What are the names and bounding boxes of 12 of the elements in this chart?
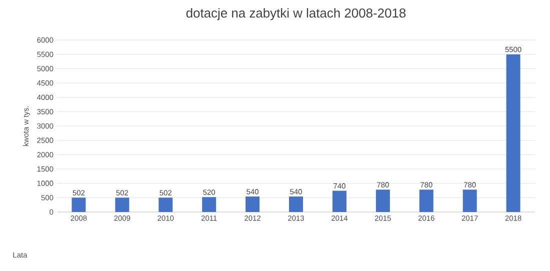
bar [332, 190, 346, 212]
bar [289, 196, 304, 212]
bar [115, 198, 130, 212]
bar [376, 190, 390, 212]
bar [72, 198, 86, 212]
bar [202, 197, 216, 212]
bar [246, 196, 260, 212]
bar [158, 198, 173, 212]
chart-title: dotacje na zabytki w latach 2008-2018 [186, 8, 406, 20]
bar [462, 190, 477, 212]
bar [419, 190, 434, 212]
bar [506, 54, 520, 212]
